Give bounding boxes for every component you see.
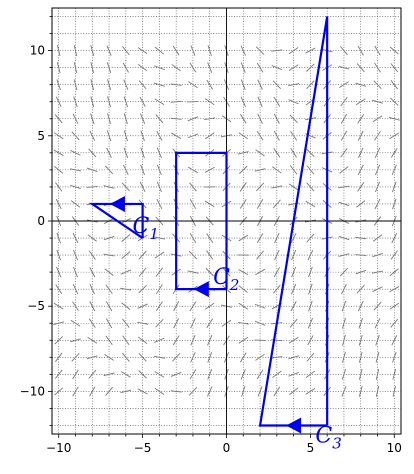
field-segment bbox=[258, 97, 262, 107]
field-segment bbox=[124, 131, 127, 142]
field-segment bbox=[55, 388, 63, 395]
curve-1-arrow bbox=[110, 196, 125, 212]
field-segment bbox=[191, 318, 196, 328]
x-tick-label: 10 bbox=[387, 441, 402, 455]
field-segment bbox=[355, 255, 366, 256]
y-tick-label: −5 bbox=[27, 299, 45, 313]
field-segment bbox=[139, 371, 147, 379]
field-segment bbox=[124, 97, 127, 107]
x-tick-label: −5 bbox=[134, 441, 152, 455]
curve-2-arrow bbox=[194, 281, 209, 297]
field-segment bbox=[255, 169, 266, 171]
field-segment bbox=[375, 318, 380, 328]
field-segment bbox=[89, 149, 96, 157]
field-segment bbox=[157, 165, 161, 175]
curve-3-label: C3 bbox=[315, 424, 341, 453]
field-segment bbox=[373, 116, 382, 122]
field-segment bbox=[55, 336, 63, 344]
y-tick-label: 0 bbox=[37, 214, 45, 228]
y-tick-label: 5 bbox=[37, 129, 45, 143]
field-segment bbox=[73, 250, 77, 260]
field-segment bbox=[375, 165, 379, 175]
field-segment bbox=[339, 254, 350, 257]
field-segment bbox=[188, 134, 198, 138]
field-segment bbox=[342, 284, 347, 294]
field-segment bbox=[271, 50, 282, 51]
field-segment bbox=[107, 131, 111, 141]
field-segment bbox=[55, 115, 62, 123]
field-segment bbox=[87, 186, 98, 187]
y-tick-label: −10 bbox=[20, 384, 45, 398]
curve-3-label-sub: 3 bbox=[332, 435, 342, 453]
curve-2-label: C2 bbox=[213, 265, 239, 294]
field-segment bbox=[391, 148, 397, 157]
x-tick-label: 0 bbox=[223, 441, 231, 455]
field-segment bbox=[154, 66, 164, 70]
field-segment bbox=[207, 319, 213, 328]
x-tick-label: 5 bbox=[307, 441, 315, 455]
curve-3-label-main: C bbox=[315, 424, 332, 449]
curve-2-label-sub: 2 bbox=[229, 276, 240, 294]
field-segment bbox=[171, 118, 182, 119]
field-segment bbox=[139, 268, 146, 277]
field-segment bbox=[376, 352, 379, 363]
curve-3-arrow bbox=[286, 417, 301, 433]
field-segment bbox=[373, 287, 383, 292]
curve-1-label-main: C bbox=[133, 214, 150, 239]
field-segment bbox=[171, 391, 182, 392]
field-segment bbox=[70, 169, 81, 171]
field-segment bbox=[205, 303, 214, 309]
field-segment bbox=[74, 97, 78, 107]
field-segment bbox=[308, 318, 312, 328]
field-segment bbox=[342, 352, 345, 363]
field-segment bbox=[390, 303, 399, 309]
field-segment bbox=[290, 115, 298, 123]
field-segment bbox=[73, 284, 78, 294]
field-segment bbox=[390, 269, 399, 276]
field-segment bbox=[273, 81, 281, 89]
field-segment bbox=[342, 318, 345, 329]
field-segment bbox=[372, 100, 383, 103]
field-segment bbox=[122, 183, 129, 191]
field-segment bbox=[339, 202, 349, 206]
curve-1-label-sub: 1 bbox=[149, 225, 159, 243]
field-segment bbox=[309, 284, 313, 294]
curve-1-label: C1 bbox=[133, 214, 159, 243]
y-tick-label: 10 bbox=[30, 44, 45, 58]
field-segment bbox=[372, 253, 382, 256]
field-segment bbox=[255, 321, 265, 325]
curve-2-label-main: C bbox=[213, 265, 230, 290]
x-tick-label: −10 bbox=[46, 441, 71, 455]
curve-2: C2 bbox=[176, 153, 239, 297]
